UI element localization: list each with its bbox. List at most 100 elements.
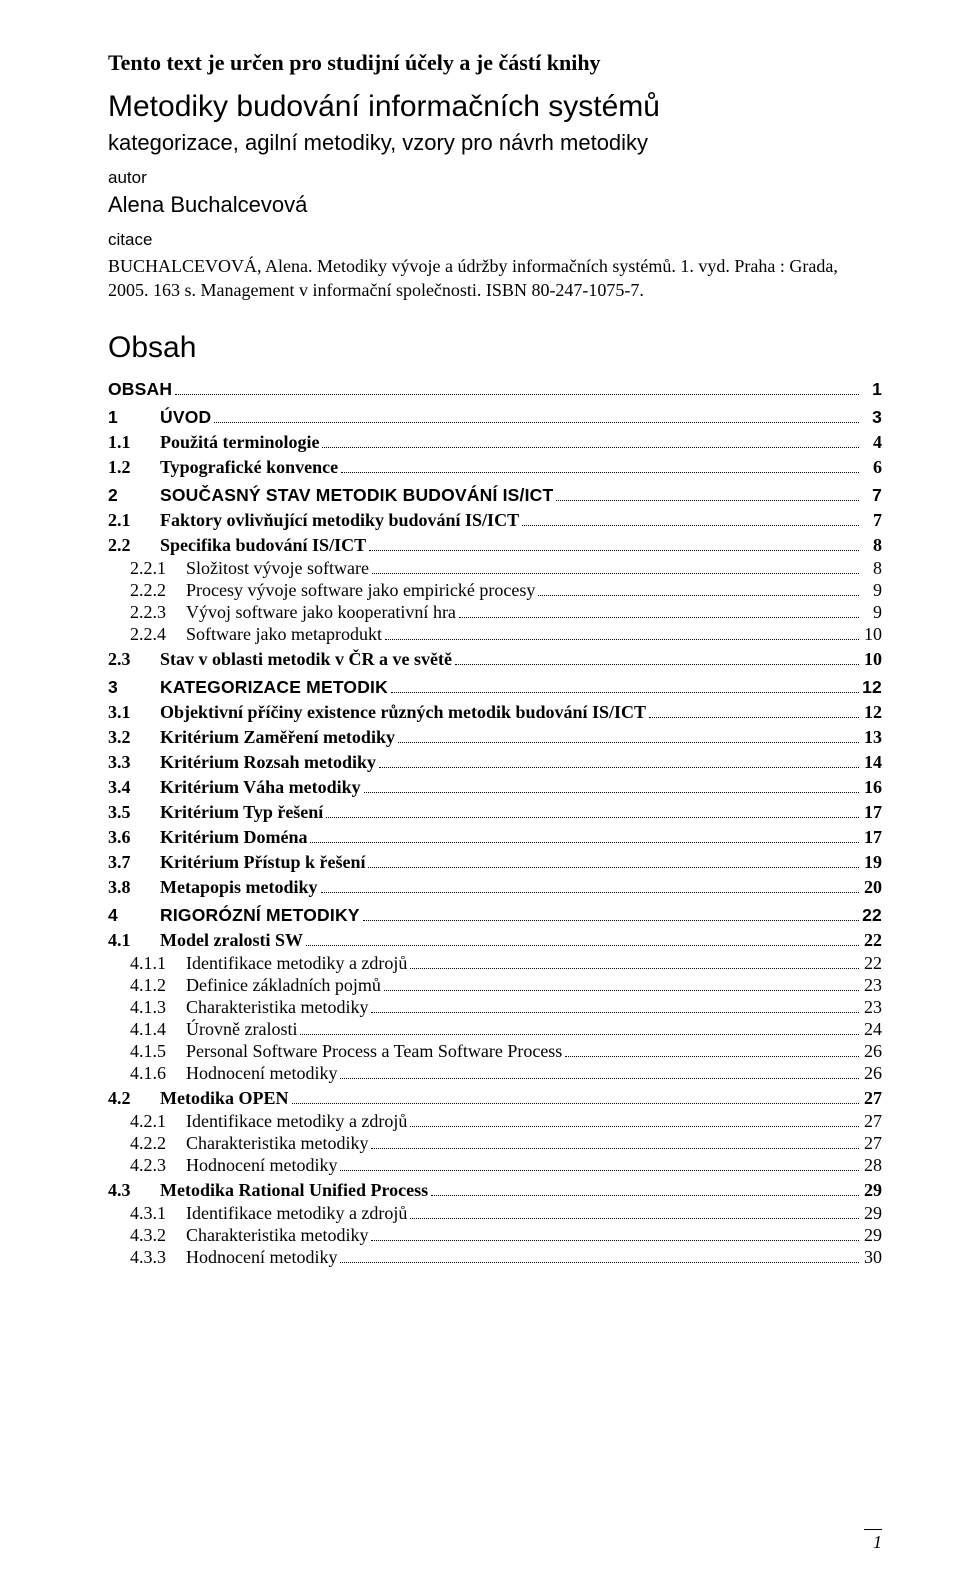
toc-title: Specifika budování IS/ICT <box>160 535 366 556</box>
toc-number: 3.6 <box>108 827 160 848</box>
toc-entry: 4.1.6Hodnocení metodiky26 <box>108 1063 882 1084</box>
toc-title: Hodnocení metodiky <box>186 1155 337 1176</box>
toc-page: 26 <box>862 1063 882 1084</box>
toc-entry: 3.5Kritérium Typ řešení 17 <box>108 802 882 823</box>
toc-title: Složitost vývoje software <box>186 558 369 579</box>
toc-entry: 1.1Použitá terminologie4 <box>108 432 882 453</box>
book-subtitle: kategorizace, agilní metodiky, vzory pro… <box>108 130 882 156</box>
toc-entry: 2.3Stav v oblasti metodik v ČR a ve svět… <box>108 649 882 670</box>
toc-leader <box>410 1126 859 1127</box>
toc-entry: 4.1.4Úrovně zralosti24 <box>108 1019 882 1040</box>
toc-title: Typografické konvence <box>160 457 338 478</box>
toc-page: 10 <box>862 624 882 645</box>
toc-leader <box>340 1262 859 1263</box>
toc-entry: 2.2.4Software jako metaprodukt10 <box>108 624 882 645</box>
toc-leader <box>371 1240 859 1241</box>
toc-title: Kritérium Typ řešení <box>160 802 323 823</box>
toc-entry: 3.4Kritérium Váha metodiky16 <box>108 777 882 798</box>
toc-page: 17 <box>862 827 882 848</box>
toc-leader <box>522 525 859 526</box>
toc-page: 22 <box>862 905 882 926</box>
toc-page: 28 <box>862 1155 882 1176</box>
toc-number: 4.3.3 <box>130 1247 186 1268</box>
toc-number: 4.2.1 <box>130 1111 186 1132</box>
toc-entry: 4.3.1Identifikace metodiky a zdrojů29 <box>108 1203 882 1224</box>
page-number: 1 <box>864 1529 882 1553</box>
toc-page: 20 <box>862 877 882 898</box>
toc-leader <box>364 792 859 793</box>
toc-entry: 4.3.3Hodnocení metodiky 30 <box>108 1247 882 1268</box>
toc-entry: 3KATEGORIZACE METODIK12 <box>108 677 882 698</box>
toc-title: Kritérium Přístup k řešení <box>160 852 365 873</box>
toc-page: 14 <box>862 752 882 773</box>
toc-leader <box>431 1195 859 1196</box>
toc-leader <box>649 717 859 718</box>
toc-leader <box>292 1103 860 1104</box>
toc-number: 3 <box>108 677 160 698</box>
toc-number: 1.1 <box>108 432 160 453</box>
toc-title: Hodnocení metodiky <box>186 1063 337 1084</box>
toc-entry: 2.1Faktory ovlivňující metodiky budování… <box>108 510 882 531</box>
intro-text: Tento text je určen pro studijní účely a… <box>108 50 882 76</box>
toc-leader <box>371 1012 859 1013</box>
toc-title: Vývoj software jako kooperativní hra <box>186 602 456 623</box>
toc-leader <box>321 892 860 893</box>
toc-title: Kritérium Rozsah metodiky <box>160 752 376 773</box>
toc-leader <box>363 920 859 921</box>
toc-number: 2.2.4 <box>130 624 186 645</box>
toc-number: 4 <box>108 905 160 926</box>
toc-title: Hodnocení metodiky <box>186 1247 337 1268</box>
toc-entry: OBSAH1 <box>108 379 882 400</box>
toc-entry: 3.6Kritérium Doména17 <box>108 827 882 848</box>
toc-leader <box>556 500 859 501</box>
toc-leader <box>326 817 859 818</box>
toc-leader <box>322 447 859 448</box>
toc-entry: 2.2Specifika budování IS/ICT8 <box>108 535 882 556</box>
toc-entry: 2SOUČASNÝ STAV METODIK BUDOVÁNÍ IS/ICT7 <box>108 485 882 506</box>
toc-page: 27 <box>862 1111 882 1132</box>
toc-page: 9 <box>862 602 882 623</box>
toc-title: Metodika OPEN <box>160 1088 289 1109</box>
toc-title: Použitá terminologie <box>160 432 319 453</box>
toc-number: 3.3 <box>108 752 160 773</box>
toc-number: 4.3.2 <box>130 1225 186 1246</box>
toc-leader <box>340 1170 859 1171</box>
toc-number: 3.4 <box>108 777 160 798</box>
toc-page: 12 <box>862 702 882 723</box>
author-label: autor <box>108 168 882 188</box>
toc-title: Procesy vývoje software jako empirické p… <box>186 580 535 601</box>
toc-page: 6 <box>862 457 882 478</box>
toc-title: Faktory ovlivňující metodiky budování IS… <box>160 510 519 531</box>
toc-number: 4.1.5 <box>130 1041 186 1062</box>
toc-number: 3.2 <box>108 727 160 748</box>
book-title: Metodiky budování informačních systémů <box>108 90 882 124</box>
toc-entry: 2.2.1Složitost vývoje software8 <box>108 558 882 579</box>
toc-page: 30 <box>862 1247 882 1268</box>
toc-entry: 4.2.1Identifikace metodiky a zdrojů 27 <box>108 1111 882 1132</box>
toc-entry: 3.2Kritérium Zaměření metodiky13 <box>108 727 882 748</box>
toc-number: 2.2.1 <box>130 558 186 579</box>
toc-page: 27 <box>862 1088 882 1109</box>
toc-leader <box>300 1034 859 1035</box>
toc-number: 1 <box>108 407 160 428</box>
toc-number: 4.1.3 <box>130 997 186 1018</box>
toc-leader <box>306 945 859 946</box>
toc-number: 4.1.4 <box>130 1019 186 1040</box>
toc-entry: 4.1Model zralosti SW22 <box>108 930 882 951</box>
toc-page: 22 <box>862 953 882 974</box>
toc-title: Identifikace metodiky a zdrojů <box>186 1203 407 1224</box>
toc-title: Identifikace metodiky a zdrojů <box>186 1111 407 1132</box>
citation-text: BUCHALCEVOVÁ, Alena. Metodiky vývoje a ú… <box>108 254 882 303</box>
toc-title: KATEGORIZACE METODIK <box>160 677 388 698</box>
toc-leader <box>310 842 859 843</box>
toc-number: 4.1 <box>108 930 160 951</box>
toc-page: 27 <box>862 1133 882 1154</box>
toc-leader <box>385 639 859 640</box>
toc-entry: 4.1.3Charakteristika metodiky23 <box>108 997 882 1018</box>
toc-page: 17 <box>862 802 882 823</box>
toc-entry: 4.1.2Definice základních pojmů23 <box>108 975 882 996</box>
toc-leader <box>369 550 859 551</box>
toc-number: 3.5 <box>108 802 160 823</box>
toc-page: 10 <box>862 649 882 670</box>
toc-title: ÚVOD <box>160 407 211 428</box>
